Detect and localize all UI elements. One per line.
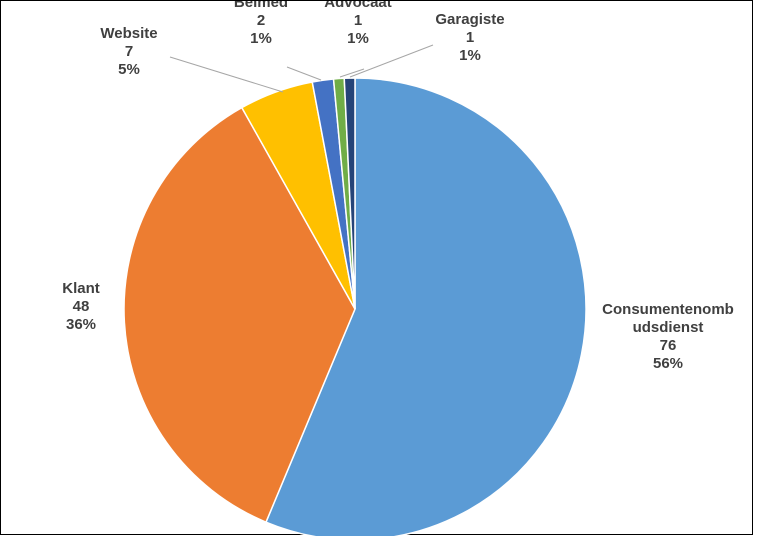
label-value: 76 [660,337,677,354]
label-value: 1 [354,12,362,29]
data-label-klant: Klant 48 36% [62,280,100,333]
label-value: 7 [125,43,133,60]
data-label-consumentenombudsdienst: Consumentenomb udsdienst 76 56% [602,301,734,372]
label-category: Website [100,25,157,42]
pie-slice-garagiste [343,77,356,310]
label-category: Consumentenomb [602,301,734,318]
label-value: 2 [257,12,265,29]
pie-slice-consumentenombudsdienst [264,77,587,536]
label-value: 48 [73,298,90,315]
label-percent: 1% [347,30,369,47]
leader-line-advocaat [339,68,365,78]
label-value: 1 [466,29,474,46]
pie-slice-klant [123,106,356,524]
label-percent: 1% [459,47,481,64]
label-percent: 56% [653,355,683,372]
label-category: Belmed [234,1,288,11]
data-label-website: Website 7 5% [100,25,157,78]
pie-slices [123,77,587,536]
leader-line-website [169,56,284,93]
label-percent: 1% [250,30,272,47]
label-percent: 36% [66,316,96,333]
label-category: Garagiste [435,11,504,28]
leader-line-garagiste [349,44,434,78]
label-percent: 5% [118,61,140,78]
label-category: Advocaat [324,1,392,11]
label-category: udsdienst [633,319,704,336]
data-label-advocaat: Advocaat 1 1% [324,1,392,47]
leader-line-belmed [286,66,322,81]
leader-lines [169,44,434,93]
label-category: Klant [62,280,100,297]
data-label-garagiste: Garagiste 1 1% [435,11,504,64]
data-labels: Consumentenomb udsdienst 76 56% Klant 48 36% We… [62,1,734,372]
data-label-belmed: Belmed 2 1% [234,1,288,47]
